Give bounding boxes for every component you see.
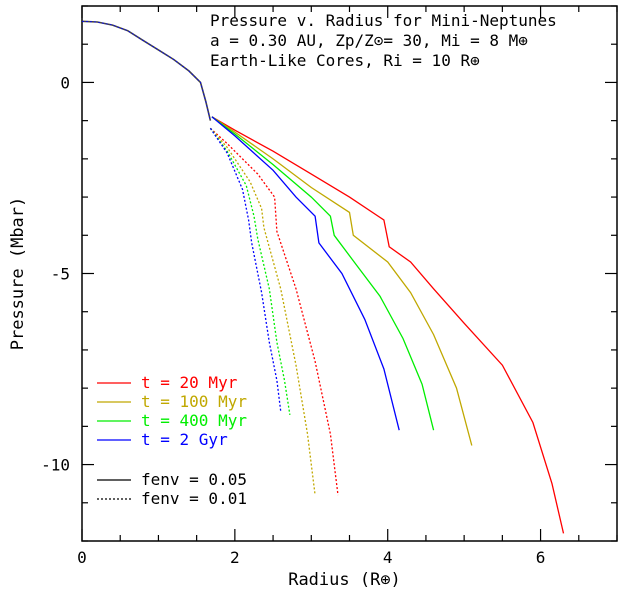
plot-frame	[81, 5, 618, 542]
legend-label: t = 100 Myr	[141, 392, 247, 411]
series-line	[211, 116, 565, 534]
series-line	[211, 116, 473, 446]
title-line: Earth-Like Cores, Ri = 10 R⊕	[210, 51, 480, 70]
legend-style-label: fenv = 0.05	[141, 470, 247, 489]
legend-style-label: fenv = 0.01	[141, 489, 247, 508]
legend-label: t = 20 Myr	[141, 373, 238, 392]
y-tick-label: -10	[41, 456, 70, 475]
title-line: a = 0.30 AU, Zp/Z⊙= 30, Mi = 8 M⊕	[210, 31, 528, 50]
series-line	[211, 116, 400, 431]
x-axis-label: Radius (R⊕)	[288, 570, 401, 590]
series-line	[209, 127, 339, 496]
series-line	[211, 116, 435, 431]
x-tick-label: 0	[77, 548, 87, 567]
x-tick-label: 4	[383, 548, 393, 567]
series-line	[209, 127, 282, 412]
x-tick-label: 6	[536, 548, 546, 567]
y-axis-label: Pressure (Mbar)	[8, 197, 28, 351]
series-line	[209, 127, 291, 416]
core-profile-line	[81, 20, 212, 121]
core-profile-overlay	[81, 20, 211, 121]
x-tick-label: 2	[230, 548, 240, 567]
y-tick-label: -5	[51, 265, 70, 284]
legend-label: t = 2 Gyr	[141, 430, 228, 449]
y-tick-label: 0	[60, 73, 70, 92]
legend-label: t = 400 Myr	[141, 411, 247, 430]
title-line: Pressure v. Radius for Mini-Neptunes	[210, 11, 557, 30]
